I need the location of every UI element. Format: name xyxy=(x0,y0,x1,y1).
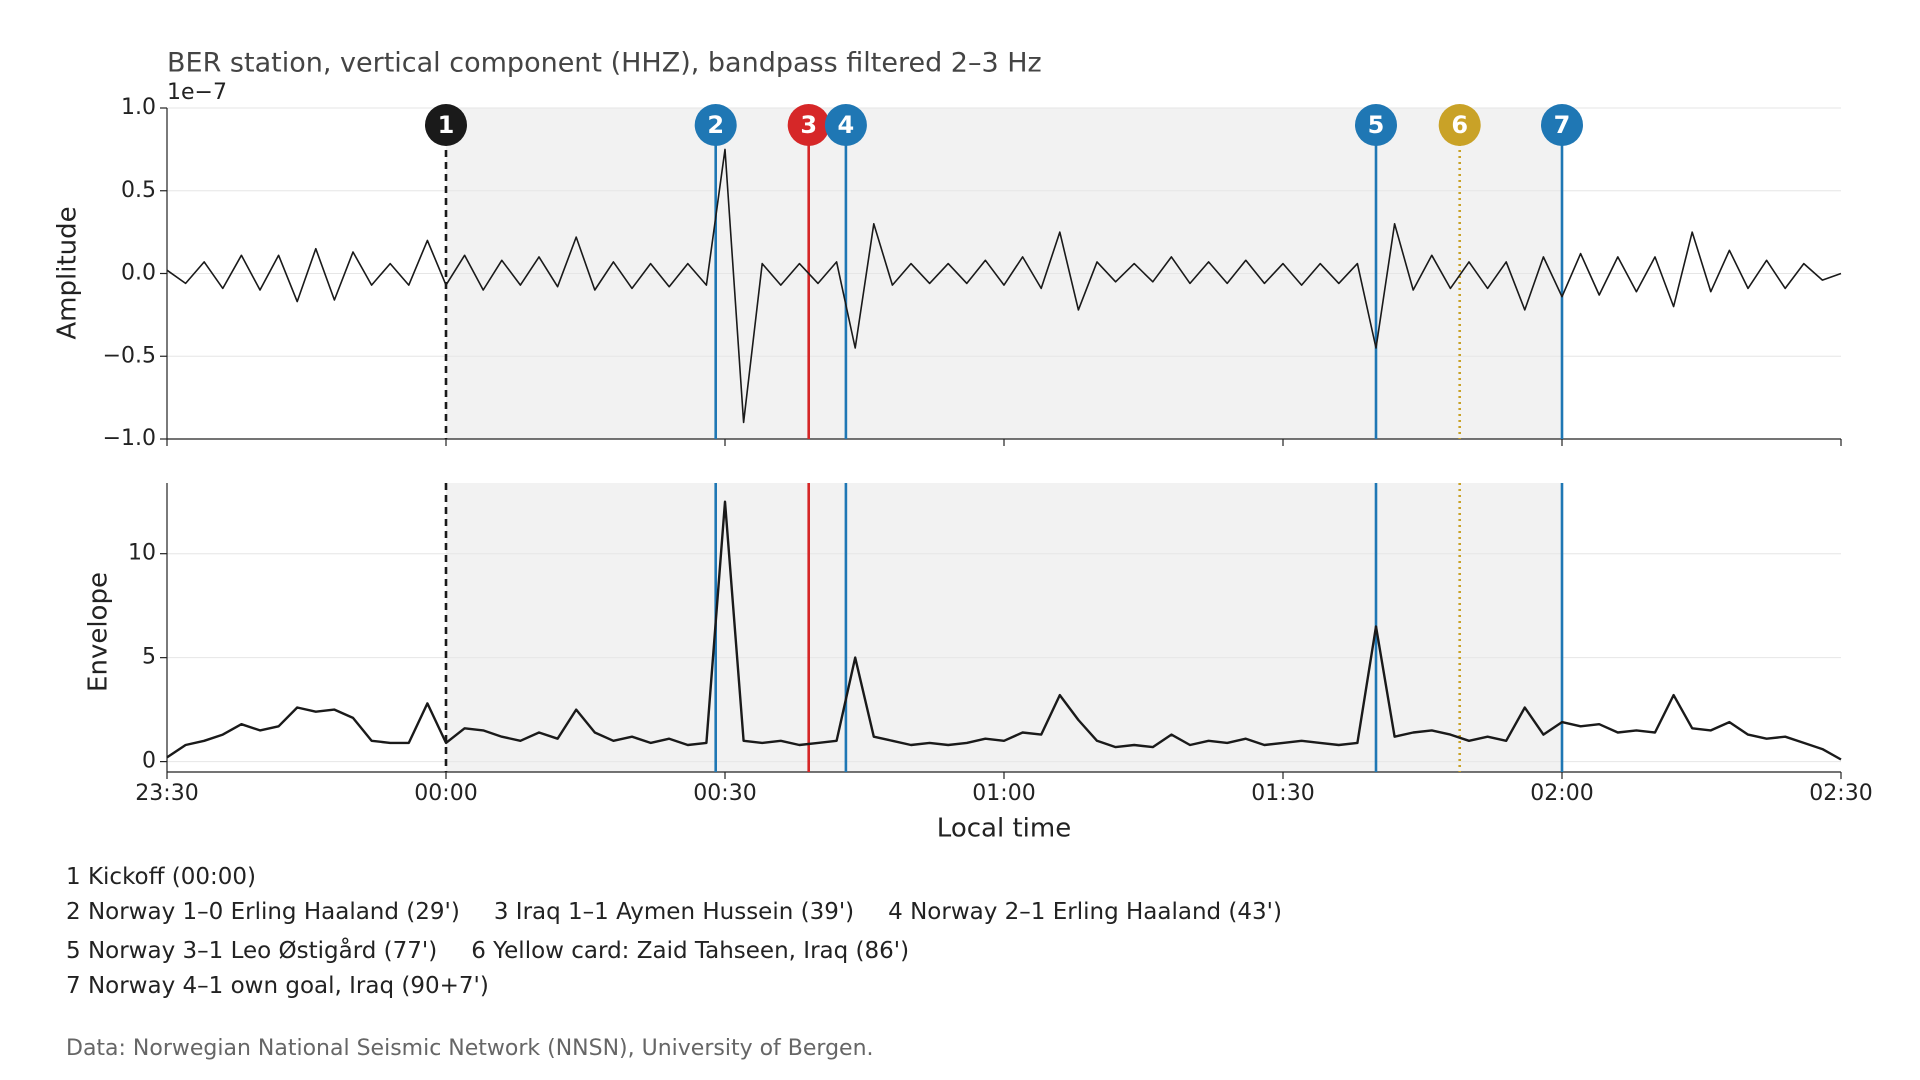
data-line xyxy=(166,148,1842,424)
note-item: 7 Norway 4–1 own goal, Iraq (90+7') xyxy=(66,973,489,999)
note-row: 2 Norway 1–0 Erling Haaland (29') 3 Iraq … xyxy=(66,899,1282,925)
y-tick-label: −0.5 xyxy=(103,343,156,368)
event-marker-label: 3 xyxy=(800,111,817,139)
note-row: 7 Norway 4–1 own goal, Iraq (90+7') xyxy=(66,973,489,999)
x-axis-label: Local time xyxy=(937,814,1071,844)
event-marker xyxy=(694,104,737,146)
note-item: 3 Iraq 1–1 Aymen Hussein (39') xyxy=(494,899,854,925)
y-tick-label: 0 xyxy=(142,749,156,774)
note-item: 5 Norway 3–1 Leo Østigård (77') xyxy=(66,936,437,964)
event-marker-label: 7 xyxy=(1554,111,1571,139)
note-item: 6 Yellow card: Zaid Tahseen, Iraq (86') xyxy=(471,938,909,964)
event-marker xyxy=(1355,104,1397,146)
event-marker xyxy=(425,104,467,146)
y-axis-label: Amplitude xyxy=(53,206,83,339)
event-marker-label: 2 xyxy=(707,111,724,139)
y-tick-label: 5 xyxy=(142,645,156,670)
x-tick-label: 01:30 xyxy=(1251,781,1314,806)
x-tick-label: 02:00 xyxy=(1530,781,1593,806)
x-tick-label: 23:30 xyxy=(135,781,198,806)
y-tick-label: 0.5 xyxy=(121,178,156,203)
shaded-span xyxy=(446,483,1562,772)
event-marker-label: 4 xyxy=(838,111,855,139)
note-row: 1 Kickoff (00:00) xyxy=(66,864,256,890)
note-row: 5 Norway 3–1 Leo Østigård (77') 6 Yellow … xyxy=(66,936,909,964)
y-tick-label: 0.0 xyxy=(121,261,156,286)
x-tick-label: 00:30 xyxy=(693,781,756,806)
x-tick-label: 01:00 xyxy=(972,781,1035,806)
note-item: 2 Norway 1–0 Erling Haaland (29') xyxy=(66,899,460,925)
note-item: 1 Kickoff (00:00) xyxy=(66,864,256,890)
y-axis-label: Envelope xyxy=(84,572,114,692)
data-line xyxy=(166,500,1842,761)
note-item: 4 Norway 2–1 Erling Haaland (43') xyxy=(888,899,1282,925)
event-marker-label: 1 xyxy=(438,111,455,139)
offset-label: 1e−7 xyxy=(167,80,227,105)
y-tick-label: −1.0 xyxy=(103,426,156,451)
x-tick-label: 00:00 xyxy=(414,781,477,806)
event-marker xyxy=(824,104,867,146)
y-tick-label: 1.0 xyxy=(121,95,156,120)
x-tick-label: 02:30 xyxy=(1809,781,1872,806)
event-marker-label: 6 xyxy=(1451,111,1468,139)
event-marker xyxy=(1541,104,1583,146)
event-marker-label: 5 xyxy=(1368,111,1385,139)
source-note: Data: Norwegian National Seismic Network… xyxy=(66,1036,874,1061)
event-marker xyxy=(1438,104,1481,146)
chart-title: BER station, vertical component (HHZ), b… xyxy=(167,48,1042,79)
event-marker xyxy=(787,104,830,146)
y-tick-label: 10 xyxy=(128,541,156,566)
